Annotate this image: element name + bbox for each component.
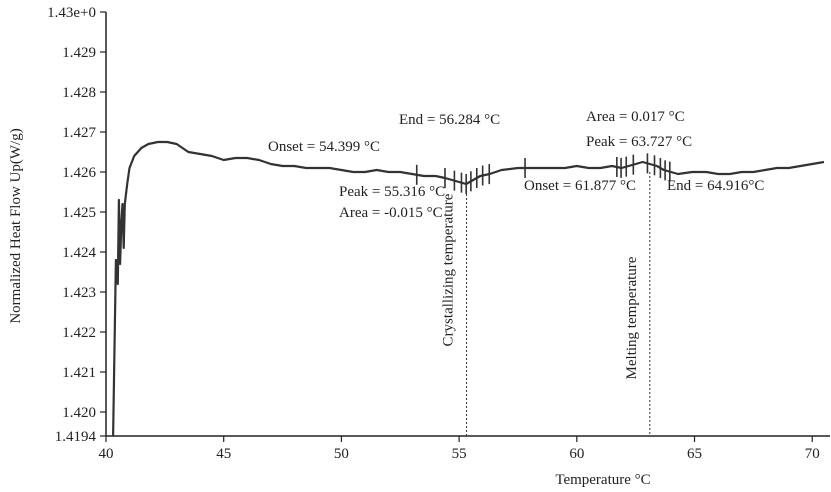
- x-tick-label-1: 45: [216, 446, 231, 462]
- x-tick-label-0: 40: [99, 446, 114, 462]
- y-tick-label-2: 1.421: [62, 365, 96, 381]
- analysis-marks: [415, 153, 671, 194]
- annotation-6: Onset = 61.877 °C: [524, 178, 636, 194]
- x-tick-label-6: 70: [805, 446, 820, 462]
- annotation-0: End = 56.284 °C: [399, 112, 500, 128]
- y-tick-label-0: 1.4194: [55, 429, 97, 445]
- y-tick-label-5: 1.424: [62, 245, 96, 261]
- y-tick-label-8: 1.427: [62, 125, 96, 141]
- annotations: End = 56.284 °C Onset = 54.399 °C Peak = 5…: [268, 109, 764, 221]
- y-tick-label-3: 1.422: [62, 325, 96, 341]
- x-tick-label-4: 60: [569, 446, 584, 462]
- annotation-5: Peak = 63.727 °C: [586, 134, 692, 150]
- heat-flow-curve-0: [112, 140, 825, 437]
- y-tick-label-9: 1.428: [62, 85, 96, 101]
- y-tick-label-11: 1.43e+0: [47, 5, 96, 21]
- x-axis-title: Temperature °C: [555, 472, 650, 488]
- y-tick-label-4: 1.423: [62, 285, 96, 301]
- annotation-7: End = 64.916°C: [667, 178, 764, 194]
- y-tick-label-1: 1.420: [62, 405, 96, 421]
- x-tick-label-2: 50: [334, 446, 349, 462]
- y-axis-title: Normalized Heat Flow Up(W/g): [8, 128, 24, 323]
- guides: Crystallizing temperature Melting tempera…: [441, 172, 651, 436]
- curve-layer: [112, 140, 825, 437]
- ticks: 40 45 50 55 60 65 70 1.4194 1.420 1.421 1.422 1.423…: [47, 5, 820, 462]
- y-tick-label-7: 1.426: [62, 165, 96, 181]
- annotation-3: Area = -0.015 °C: [339, 205, 443, 221]
- guide-label-1: Melting temperature: [624, 256, 640, 379]
- axes: [105, 12, 830, 437]
- annotation-1: Onset = 54.399 °C: [268, 139, 380, 155]
- x-tick-label-5: 65: [687, 446, 702, 462]
- guide-label-0: Crystallizing temperature: [441, 193, 457, 346]
- x-tick-label-3: 55: [452, 446, 467, 462]
- annotation-2: Peak = 55.316 °C: [339, 184, 445, 200]
- annotation-4: Area = 0.017 °C: [586, 109, 685, 125]
- y-tick-label-6: 1.425: [62, 205, 96, 221]
- y-tick-label-10: 1.429: [62, 45, 96, 61]
